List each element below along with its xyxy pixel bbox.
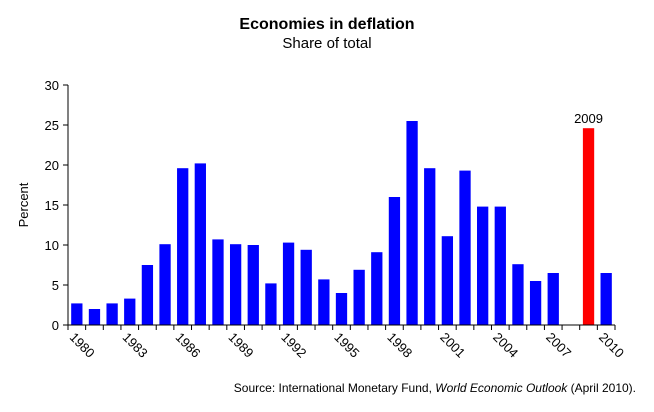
bar-2005	[512, 264, 524, 325]
bar-1988	[212, 239, 224, 325]
bar-1983	[124, 298, 136, 325]
chart-subtitle: Share of total	[282, 35, 371, 52]
bar-2006	[529, 281, 542, 325]
x-tick-label-1986: 1986	[173, 330, 204, 361]
source-note: Source: International Monetary Fund, Wor…	[234, 381, 636, 395]
bar-1997	[371, 252, 383, 325]
bar-2003	[477, 206, 489, 325]
bar-2010	[600, 273, 612, 325]
bar-2000	[424, 168, 436, 325]
x-tick-label-2001: 2001	[437, 330, 468, 361]
y-axis-label: Percent	[16, 182, 31, 227]
y-tick-label-30: 30	[45, 78, 59, 93]
bar-2007	[547, 273, 559, 325]
x-tick-label-1992: 1992	[278, 330, 309, 361]
bar-1990	[247, 245, 259, 325]
x-tick-label-1998: 1998	[384, 330, 415, 361]
bar-1994	[318, 279, 330, 325]
x-tick-label-1980: 1980	[67, 330, 98, 361]
bar-2001	[441, 236, 454, 325]
bar-1984	[141, 265, 154, 325]
bar-1995	[335, 293, 348, 325]
x-tick-label-2007: 2007	[543, 330, 574, 361]
bar-1985	[159, 244, 171, 325]
x-tick-label-1989: 1989	[226, 330, 257, 361]
bar-2009	[582, 128, 595, 325]
bar-1981	[88, 309, 101, 325]
bar-2004	[494, 206, 506, 325]
y-tick-label-25: 25	[45, 118, 59, 133]
bar-1989	[229, 244, 242, 325]
bar-1998	[388, 197, 401, 325]
highlight-label-2009: 2009	[574, 111, 603, 126]
bar-1993	[300, 249, 312, 325]
source-prefix: Source: International Monetary Fund,	[234, 381, 435, 395]
source-publication: World Economic Outlook	[435, 381, 568, 395]
bar-1996	[353, 269, 365, 325]
bar-1999	[406, 121, 418, 325]
y-tick-label-5: 5	[52, 278, 59, 293]
bar-1982	[106, 303, 118, 325]
y-tick-label-10: 10	[45, 238, 59, 253]
bar-2002	[459, 170, 471, 325]
y-tick-label-15: 15	[45, 198, 59, 213]
x-tick-label-1983: 1983	[120, 330, 151, 361]
source-suffix: (April 2010).	[567, 381, 636, 395]
bar-1987	[194, 163, 206, 325]
bar-1986	[177, 168, 189, 325]
x-tick-label-2010: 2010	[596, 330, 627, 361]
bar-1992	[282, 242, 295, 325]
bar-1991	[265, 283, 277, 325]
chart-title: Economies in deflation	[239, 16, 414, 33]
y-tick-label-0: 0	[52, 318, 59, 333]
x-tick-label-1995: 1995	[331, 330, 362, 361]
bars-group: 2009	[71, 111, 612, 325]
x-tick-label-2004: 2004	[490, 330, 521, 361]
bar-1980	[71, 303, 83, 325]
y-tick-label-20: 20	[45, 158, 59, 173]
